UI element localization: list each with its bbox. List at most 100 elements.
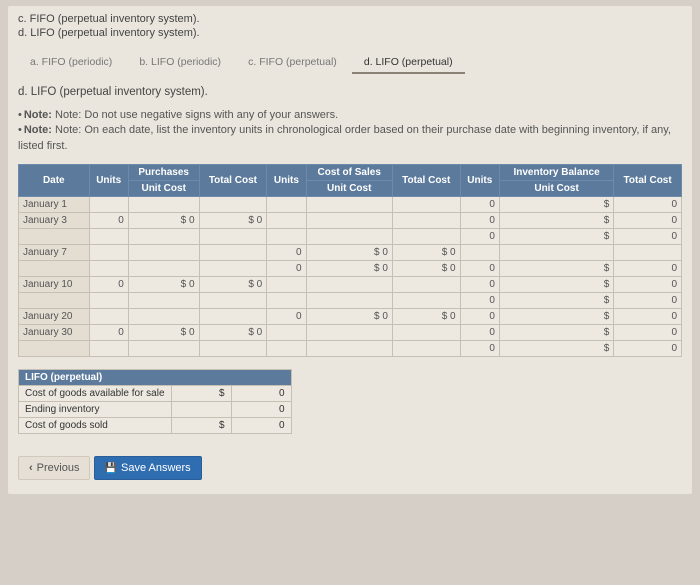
cell[interactable] bbox=[89, 341, 128, 357]
cell[interactable] bbox=[306, 213, 392, 229]
cell[interactable] bbox=[199, 293, 267, 309]
save-answers-button[interactable]: Save Answers bbox=[94, 456, 202, 480]
cell[interactable]: $ 0 bbox=[392, 309, 460, 325]
cell[interactable]: 0 bbox=[614, 325, 682, 341]
cell[interactable]: 0 bbox=[267, 309, 306, 325]
cell[interactable] bbox=[89, 309, 128, 325]
cell[interactable] bbox=[199, 229, 267, 245]
cell[interactable] bbox=[392, 277, 460, 293]
cell[interactable] bbox=[128, 229, 199, 245]
cell[interactable] bbox=[267, 229, 306, 245]
cell[interactable]: $ bbox=[499, 293, 613, 309]
cell[interactable] bbox=[392, 197, 460, 213]
cell[interactable]: January 3 bbox=[19, 213, 90, 229]
cell[interactable] bbox=[128, 197, 199, 213]
cell[interactable]: $ bbox=[499, 309, 613, 325]
cell[interactable] bbox=[306, 229, 392, 245]
cell[interactable] bbox=[267, 293, 306, 309]
cell[interactable]: $ 0 bbox=[306, 309, 392, 325]
cell[interactable] bbox=[267, 277, 306, 293]
cell[interactable] bbox=[392, 293, 460, 309]
summary-val[interactable]: 0 bbox=[231, 418, 291, 434]
cell[interactable]: 0 bbox=[460, 341, 499, 357]
cell[interactable]: 0 bbox=[614, 229, 682, 245]
cell[interactable]: $ bbox=[499, 325, 613, 341]
cell[interactable] bbox=[199, 309, 267, 325]
cell[interactable]: 0 bbox=[89, 325, 128, 341]
cell[interactable]: 0 bbox=[267, 245, 306, 261]
summary-val[interactable]: 0 bbox=[231, 386, 291, 402]
cell[interactable] bbox=[89, 261, 128, 277]
cell[interactable] bbox=[89, 197, 128, 213]
cell[interactable]: $ bbox=[499, 229, 613, 245]
cell[interactable]: 0 bbox=[460, 293, 499, 309]
cell[interactable]: $ bbox=[499, 261, 613, 277]
cell[interactable]: 0 bbox=[460, 229, 499, 245]
cell[interactable]: 0 bbox=[460, 325, 499, 341]
cell[interactable] bbox=[89, 229, 128, 245]
cell[interactable]: January 20 bbox=[19, 309, 90, 325]
cell[interactable]: 0 bbox=[89, 213, 128, 229]
cell[interactable]: $ 0 bbox=[128, 277, 199, 293]
cell[interactable] bbox=[392, 325, 460, 341]
cell[interactable] bbox=[128, 293, 199, 309]
cell[interactable] bbox=[392, 341, 460, 357]
cell[interactable] bbox=[199, 341, 267, 357]
cell[interactable] bbox=[128, 245, 199, 261]
tab-lifo-perpetual[interactable]: d. LIFO (perpetual) bbox=[352, 52, 465, 74]
cell[interactable] bbox=[19, 229, 90, 245]
tab-fifo-perpetual[interactable]: c. FIFO (perpetual) bbox=[236, 52, 349, 74]
cell[interactable] bbox=[460, 245, 499, 261]
cell[interactable]: $ 0 bbox=[306, 261, 392, 277]
tab-lifo-periodic[interactable]: b. LIFO (periodic) bbox=[127, 52, 233, 74]
cell[interactable]: 0 bbox=[614, 293, 682, 309]
cell[interactable]: January 7 bbox=[19, 245, 90, 261]
cell[interactable]: $ bbox=[499, 197, 613, 213]
cell[interactable]: 0 bbox=[460, 277, 499, 293]
tab-fifo-periodic[interactable]: a. FIFO (periodic) bbox=[18, 52, 124, 74]
cell[interactable]: $ 0 bbox=[128, 325, 199, 341]
cell[interactable] bbox=[19, 293, 90, 309]
cell[interactable] bbox=[499, 245, 613, 261]
cell[interactable]: $ 0 bbox=[392, 261, 460, 277]
cell[interactable]: 0 bbox=[89, 277, 128, 293]
cell[interactable] bbox=[267, 325, 306, 341]
cell[interactable] bbox=[306, 341, 392, 357]
cell[interactable] bbox=[199, 197, 267, 213]
cell[interactable] bbox=[392, 213, 460, 229]
cell[interactable] bbox=[19, 341, 90, 357]
previous-button[interactable]: Previous bbox=[18, 456, 90, 480]
cell[interactable] bbox=[306, 293, 392, 309]
cell[interactable]: $ 0 bbox=[199, 213, 267, 229]
cell[interactable]: January 10 bbox=[19, 277, 90, 293]
cell[interactable] bbox=[267, 213, 306, 229]
cell[interactable] bbox=[306, 197, 392, 213]
summary-val[interactable]: 0 bbox=[231, 402, 291, 418]
cell[interactable]: 0 bbox=[267, 261, 306, 277]
cell[interactable]: 0 bbox=[614, 277, 682, 293]
cell[interactable] bbox=[306, 325, 392, 341]
cell[interactable] bbox=[128, 341, 199, 357]
cell[interactable]: $ 0 bbox=[128, 213, 199, 229]
cell[interactable]: 0 bbox=[614, 213, 682, 229]
cell[interactable]: January 30 bbox=[19, 325, 90, 341]
cell[interactable] bbox=[267, 197, 306, 213]
cell[interactable] bbox=[19, 261, 90, 277]
cell[interactable]: $ 0 bbox=[306, 245, 392, 261]
cell[interactable]: January 1 bbox=[19, 197, 90, 213]
cell[interactable]: 0 bbox=[614, 309, 682, 325]
cell[interactable] bbox=[306, 277, 392, 293]
cell[interactable]: $ 0 bbox=[199, 277, 267, 293]
cell[interactable]: $ 0 bbox=[199, 325, 267, 341]
cell[interactable]: $ bbox=[499, 277, 613, 293]
cell[interactable]: 0 bbox=[460, 261, 499, 277]
cell[interactable] bbox=[267, 341, 306, 357]
cell[interactable]: $ 0 bbox=[392, 245, 460, 261]
cell[interactable] bbox=[392, 229, 460, 245]
cell[interactable] bbox=[199, 245, 267, 261]
cell[interactable] bbox=[128, 309, 199, 325]
cell[interactable]: 0 bbox=[614, 261, 682, 277]
cell[interactable]: 0 bbox=[460, 197, 499, 213]
cell[interactable] bbox=[614, 245, 682, 261]
cell[interactable] bbox=[128, 261, 199, 277]
